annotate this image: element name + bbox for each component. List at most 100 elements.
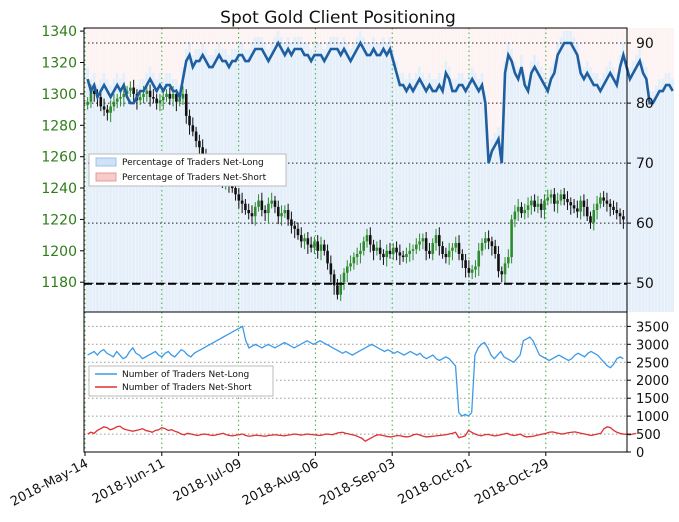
net-short-fill-bar xyxy=(605,28,609,68)
net-short-fill-bar xyxy=(125,28,129,86)
date-axis-tick-label: 2018-Aug-06 xyxy=(240,456,321,509)
net-short-fill-bar xyxy=(421,28,425,74)
pct-reference-lines xyxy=(84,42,627,284)
net-short-fill-bar xyxy=(187,28,191,44)
candle-body xyxy=(234,188,237,195)
net-long-fill-bar xyxy=(394,61,398,312)
net-long-fill-bar xyxy=(339,43,343,312)
net-long-fill-bar xyxy=(174,79,178,312)
net-long-fill-bar xyxy=(532,55,536,313)
candle-body xyxy=(168,93,172,99)
net-long-fill-bar xyxy=(490,139,494,312)
net-short-fill-bar xyxy=(266,28,270,50)
date-axis-ticks: 2018-May-14 2018-Jun-11 2018-Jul-092018-Au… xyxy=(8,452,552,510)
net-short-fill-bar xyxy=(201,28,205,44)
net-long-fill-bar xyxy=(634,55,638,313)
net-long-fill-bar xyxy=(493,133,497,312)
candle-body xyxy=(322,244,326,251)
net-long-fill-bar xyxy=(440,79,444,312)
candle-body xyxy=(622,216,625,220)
net-short-fill-bar xyxy=(592,28,596,74)
candle-body xyxy=(175,93,178,102)
net-short-fill-bar xyxy=(555,28,559,44)
candle-body xyxy=(352,257,356,264)
count-axis-tick-label: 2500 xyxy=(636,356,669,371)
net-long-fill-bar xyxy=(588,67,592,312)
net-long-fill-bar xyxy=(477,79,481,312)
net-long-fill-bar xyxy=(536,61,540,312)
candle-body xyxy=(362,241,366,251)
net-long-fill-bar xyxy=(467,73,471,312)
net-short-fill-bar xyxy=(648,28,652,92)
net-long-fill-bar xyxy=(549,67,553,312)
candle-body xyxy=(539,203,543,211)
candle-body xyxy=(477,250,481,267)
net-long-fill-bar xyxy=(168,73,172,312)
date-axis-tick-label: 2018-Oct-01 xyxy=(396,456,475,508)
net-long-fill-bar xyxy=(628,67,632,312)
count-axis-tick-label: 1000 xyxy=(636,410,669,425)
net-long-fill-bar xyxy=(122,73,126,312)
candle-body xyxy=(605,200,609,204)
count-axis-tick-label: 2000 xyxy=(636,374,669,389)
net-long-fill-bar xyxy=(578,61,583,312)
net-short-fill-bar xyxy=(562,28,566,31)
net-short-fill-bar xyxy=(644,28,648,68)
net-long-fill-bar xyxy=(385,43,389,312)
net-short-fill-bar xyxy=(401,28,405,74)
net-long-fill-bar xyxy=(329,37,333,312)
candle-body xyxy=(572,205,576,209)
net-short-fill-bar xyxy=(204,28,208,50)
net-short-fill-bar xyxy=(513,28,517,62)
candle-body xyxy=(375,247,379,251)
net-long-fill-bar xyxy=(138,79,142,312)
date-axis-tick-label: 2018-Sep-03 xyxy=(317,456,398,508)
net-long-fill-bar xyxy=(526,79,530,312)
net-short-fill-bar xyxy=(233,28,237,50)
candle-body xyxy=(434,235,438,243)
candle-body xyxy=(490,241,494,247)
candle-body xyxy=(184,93,188,116)
candle-body xyxy=(424,238,428,251)
net-long-fill-bar xyxy=(447,67,451,312)
net-short-fill-bar xyxy=(585,28,589,62)
candle-body xyxy=(138,97,142,101)
net-short-fill-bar xyxy=(641,28,645,62)
candle-body xyxy=(526,205,530,211)
net-long-fill-bar xyxy=(641,61,645,312)
net-long-fill-bar xyxy=(618,55,622,313)
net-short-fill-bar xyxy=(230,28,234,50)
net-long-fill-bar xyxy=(519,55,523,313)
candle-body xyxy=(612,206,615,211)
candle-body xyxy=(474,266,477,270)
candle-body xyxy=(562,194,566,200)
legend-swatch-net-short-pct xyxy=(95,172,117,182)
date-axis-tick-label: 2018-May-14 xyxy=(8,456,91,509)
net-short-fill-bar xyxy=(99,28,103,80)
count-axis-tick-label: 0 xyxy=(636,446,644,461)
net-short-fill-bar xyxy=(371,28,375,38)
net-short-fill-bar xyxy=(621,28,625,44)
candle-body xyxy=(240,200,244,204)
net-short-fill-bar xyxy=(634,28,638,56)
candle-body xyxy=(132,87,135,94)
net-long-fill-bar xyxy=(404,79,408,312)
net-short-fill-bar xyxy=(322,28,326,50)
candle-body xyxy=(569,202,573,206)
net-long-fill-bar xyxy=(299,37,303,312)
candle-body xyxy=(378,247,382,254)
candle-body xyxy=(615,210,619,214)
net-long-fill-bar xyxy=(559,37,563,312)
price-axis-tick-label: 1340 xyxy=(41,24,77,40)
net-short-fill-bar xyxy=(279,28,283,38)
candle-body xyxy=(599,197,602,204)
candle-body xyxy=(332,274,336,286)
net-short-fill-bar xyxy=(102,28,106,74)
net-short-fill-bar xyxy=(168,28,172,74)
price-axis-ticks: 1180 1200 1220 1240 1260 1280 1300 1320 1340 xyxy=(41,24,84,291)
candle-body xyxy=(257,200,260,207)
candle-body xyxy=(536,203,540,207)
net-long-fill-bar xyxy=(585,61,589,312)
net-short-fill-bar xyxy=(618,28,622,56)
